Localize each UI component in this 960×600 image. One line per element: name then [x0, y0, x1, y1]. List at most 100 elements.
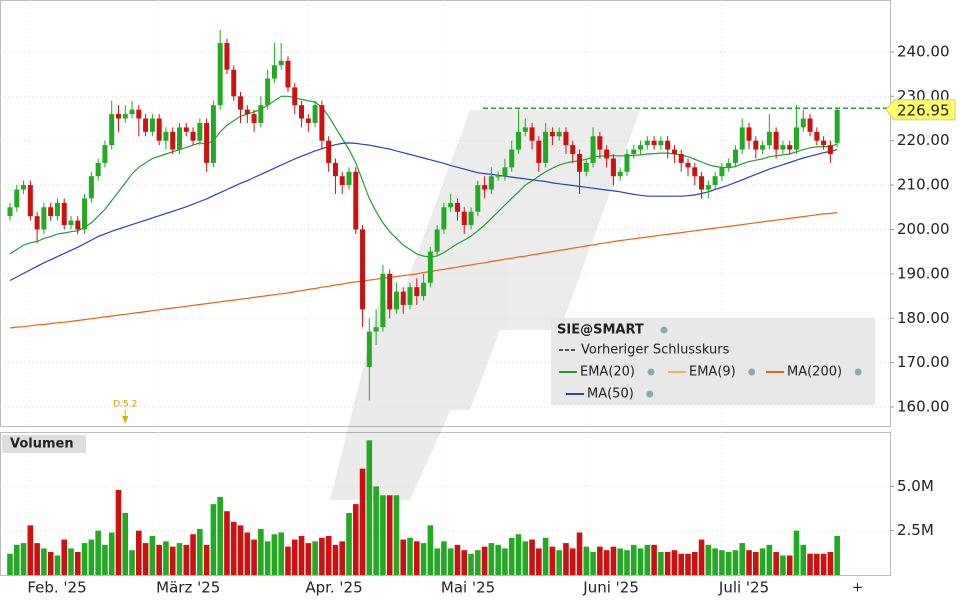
candle-body [285, 60, 291, 88]
volume-bar [20, 543, 27, 575]
candle-body [821, 140, 827, 146]
volume-bar [13, 544, 20, 575]
volume-bar [88, 539, 95, 575]
candle-body [543, 131, 549, 163]
settings-icon[interactable] [646, 390, 654, 398]
candle-body [217, 43, 223, 106]
volume-bar [122, 512, 129, 575]
x-tick-label: Apr. '25 [305, 579, 362, 597]
x-tick-label: Mai '25 [441, 579, 495, 597]
candles [7, 29, 840, 401]
volume-bar [203, 544, 210, 575]
legend-box [551, 318, 875, 405]
candle-body [393, 291, 399, 310]
candle-body [326, 140, 332, 163]
volume-bar [461, 550, 468, 575]
volume-bar [773, 551, 779, 575]
candle-body [400, 291, 406, 305]
candle-body [224, 43, 230, 70]
candle-body [434, 229, 440, 252]
volume-bar [393, 495, 400, 575]
candle-body [210, 105, 216, 163]
volume-bar [814, 553, 820, 575]
candle-body [271, 65, 277, 79]
volume-bar [617, 548, 623, 575]
volume-bar [800, 544, 807, 575]
y-tick-label: 220.00 [897, 131, 950, 149]
candle-body [665, 140, 671, 150]
volume-bar [624, 550, 630, 575]
legend-label: MA(200) [787, 365, 842, 380]
grid [0, 0, 894, 575]
volume-bar [427, 525, 434, 575]
volume-bar [563, 543, 569, 575]
candle-body [814, 131, 820, 141]
candle-body [502, 167, 508, 177]
volume-bar [258, 528, 264, 575]
settings-icon[interactable] [748, 368, 756, 376]
candle-body [658, 140, 664, 146]
candle-body [461, 211, 467, 226]
candle-body [115, 114, 121, 119]
candle-body [454, 202, 460, 212]
volume-bar [658, 551, 664, 575]
volume-bar [285, 546, 291, 575]
volume-bar [291, 539, 298, 575]
y-tick-label: 5.0M [897, 477, 934, 495]
volume-bar [678, 553, 685, 575]
candle-body [807, 118, 813, 132]
settings-icon[interactable] [647, 368, 655, 376]
volume-bar [603, 550, 610, 575]
candle-body [793, 127, 799, 150]
volume-bar [366, 440, 373, 575]
candle-body [292, 87, 298, 106]
candle-body [739, 127, 745, 150]
candle-body [597, 136, 603, 150]
volume-bar [278, 532, 284, 575]
legend-label: MA(50) [587, 387, 634, 402]
volume-bar [780, 555, 786, 575]
volume-bar [495, 544, 501, 575]
candle-body [75, 220, 81, 230]
candle-body [21, 185, 27, 190]
candle-body [732, 149, 738, 163]
expand-icon[interactable]: + [852, 581, 863, 596]
volume-bar [237, 525, 244, 575]
volume-bar [508, 537, 515, 575]
candle-body [827, 145, 833, 155]
candle-body [278, 60, 284, 66]
volume-bar [312, 541, 318, 575]
volume-bar [95, 530, 101, 575]
volume-bar [7, 553, 13, 575]
candle-body [170, 131, 176, 150]
candle-body [726, 162, 732, 168]
candle-body [475, 185, 481, 212]
candle-body [14, 189, 20, 208]
candle-body [685, 162, 691, 168]
candle-body [353, 171, 359, 230]
indicator-lines [9, 95, 890, 329]
candle-body [773, 131, 779, 150]
settings-icon[interactable] [854, 368, 862, 376]
candle-body [129, 109, 135, 115]
volume-bar [502, 548, 508, 575]
candle-body [82, 198, 88, 230]
candle-body [577, 154, 583, 172]
volume-bar [271, 534, 278, 575]
volume-bar [454, 544, 461, 575]
volume-bar [54, 555, 61, 575]
volume-bar [637, 548, 644, 575]
candle-body [522, 127, 528, 132]
candle-body [251, 114, 257, 123]
volume-bar [244, 532, 251, 575]
volume-bar [75, 551, 81, 575]
indicator-line [9, 212, 838, 329]
settings-icon[interactable] [660, 326, 668, 334]
legend-symbol: SIE@SMART [557, 323, 644, 338]
volume-bar [136, 530, 142, 575]
candle-body [604, 149, 610, 159]
candle-body [787, 145, 793, 150]
volume-bar [447, 548, 454, 575]
volume-bar [664, 551, 671, 575]
